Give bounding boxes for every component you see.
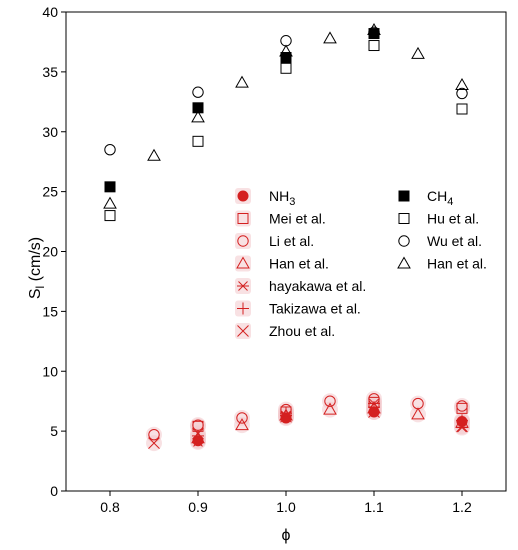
legend-label: hayakawa et al.	[269, 278, 366, 294]
legend-marker	[398, 235, 410, 247]
point-7-2	[280, 52, 292, 64]
legend-item-nh3-4: hayakawa et al.	[235, 278, 366, 294]
legend-label: Zhou et al.	[269, 323, 335, 339]
point-9-0	[104, 144, 116, 156]
y-tick-label-35: 35	[42, 64, 58, 80]
y-tick-label-5: 5	[50, 423, 58, 439]
point-2-0	[148, 429, 160, 441]
legend-item-ch4-2: Wu et al.	[398, 233, 482, 249]
point-10-7	[411, 46, 425, 59]
legend-item-nh3-1: Mei et al.	[235, 210, 326, 227]
point-8-4	[456, 103, 468, 115]
point-3-2	[279, 408, 293, 421]
legend-marker	[398, 190, 410, 202]
series-7-ch4	[104, 28, 380, 193]
legend-item-nh3-3: Han et al.	[235, 255, 329, 272]
point-10-8	[455, 78, 469, 91]
legend-label: Han et al.	[427, 256, 487, 272]
legend: NH3 Mei et al. Li et al. Han et al. hayakawa…	[235, 188, 487, 339]
series-8-ch4	[104, 40, 468, 222]
point-5-3	[456, 414, 468, 427]
legend-item-nh3-2: Li et al.	[235, 233, 314, 249]
legend-label: Han et al.	[269, 256, 329, 272]
legend-marker	[237, 190, 249, 202]
x-axis-title: ϕ	[282, 527, 291, 544]
point-9-1	[192, 86, 204, 98]
point-10-4	[279, 44, 293, 57]
legend-label: Takizawa et al.	[269, 301, 361, 317]
x-tick-label-0.9: 0.9	[188, 499, 208, 515]
x-tick-label-1.1: 1.1	[364, 499, 384, 515]
x-tick-label-1.2: 1.2	[452, 499, 472, 515]
y-tick-label-0: 0	[50, 483, 58, 499]
point-10-0	[103, 196, 117, 209]
point-4-3	[456, 422, 468, 433]
point-3-0	[191, 431, 205, 444]
x-tick-label-1.0: 1.0	[276, 499, 296, 515]
legend-label: Wu et al.	[427, 233, 482, 249]
y-tick-label-20: 20	[42, 244, 58, 260]
point-8-2	[280, 62, 292, 74]
point-6-3	[368, 406, 380, 418]
legend-item-ch4-1: Hu et al.	[398, 211, 479, 227]
point-3-5	[411, 407, 425, 420]
legend-item-ch4-3: Han et al.	[397, 256, 487, 272]
legend-item-nh3-6: Zhou et al.	[235, 323, 335, 339]
legend-marker	[237, 213, 249, 224]
series-10-ch4	[103, 22, 469, 209]
legend-marker	[397, 256, 411, 269]
point-6-2	[280, 410, 292, 423]
legend-label: Mei et al.	[269, 211, 326, 227]
legend-halo	[235, 210, 251, 227]
legend-label: NH3	[269, 188, 295, 208]
point-10-2	[191, 110, 205, 123]
point-2-2	[236, 412, 248, 424]
y-tick-label-30: 30	[42, 124, 58, 140]
point-8-0	[104, 210, 116, 222]
point-6-4	[456, 420, 468, 433]
point-5-0	[192, 429, 204, 442]
point-8-3	[368, 40, 380, 52]
x-axis-ticks: 0.8 0.9 1.0 1.1 1.2	[100, 491, 472, 515]
legend-marker	[398, 213, 410, 224]
legend-marker	[237, 235, 249, 247]
x-tick-label-0.8: 0.8	[100, 499, 120, 515]
point-10-6	[367, 22, 381, 35]
point-3-3	[323, 402, 337, 415]
point-6-1	[192, 427, 204, 440]
point-9-4	[456, 87, 468, 100]
point-10-5	[323, 31, 337, 44]
y-tick-label-10: 10	[42, 363, 58, 379]
point-9-2	[280, 35, 292, 47]
legend-marker	[237, 302, 249, 315]
legend-item-nh3-0: NH3	[235, 188, 295, 208]
point-3-1	[235, 418, 249, 431]
legend-marker	[236, 256, 250, 269]
legend-marker	[237, 281, 249, 291]
y-axis-title: Sl (cm/s)	[27, 237, 47, 299]
y-tick-label-40: 40	[42, 4, 58, 20]
point-10-1	[147, 148, 161, 161]
point-5-2	[368, 401, 380, 414]
point-7-0	[104, 181, 116, 193]
series-6-nh3	[148, 406, 468, 449]
legend-marker	[237, 325, 249, 337]
legend-item-nh3-5: Takizawa et al.	[235, 300, 361, 317]
y-tick-label-25: 25	[42, 184, 58, 200]
legend-item-ch4-0: CH4	[398, 188, 453, 208]
point-6-0	[148, 437, 160, 449]
y-axis-ticks: 0 5 10 15 20 25 30 35 40	[42, 4, 66, 499]
legend-label: Hu et al.	[427, 211, 479, 227]
point-7-1	[192, 102, 204, 114]
point-10-3	[235, 75, 249, 88]
data-markers	[103, 22, 469, 449]
legend-label: Li et al.	[269, 233, 314, 249]
legend-label: CH4	[427, 188, 453, 208]
point-2-7	[456, 400, 468, 412]
y-tick-label-15: 15	[42, 303, 58, 319]
point-2-4	[324, 395, 336, 407]
point-8-1	[192, 135, 204, 147]
